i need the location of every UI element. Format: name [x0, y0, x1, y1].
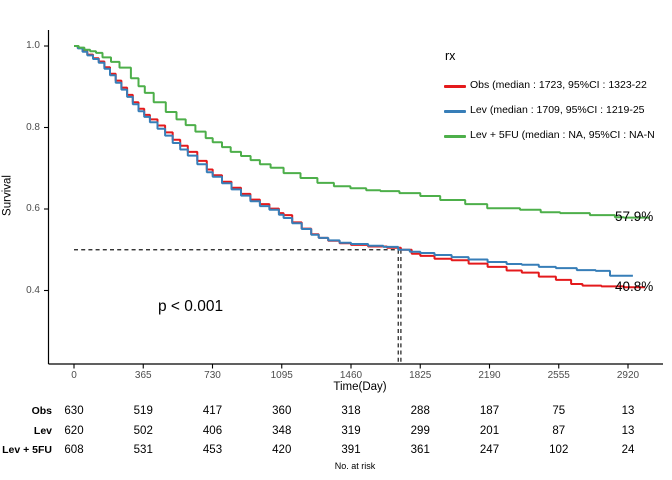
risk-row-label: Lev + 5FU	[2, 444, 52, 456]
x-tick-label: 1095	[270, 370, 293, 381]
risk-count: 531	[133, 444, 153, 456]
x-tick-label: 0	[71, 370, 77, 381]
risk-count: 13	[621, 405, 635, 417]
risk-count: 348	[272, 424, 292, 437]
risk-count: 247	[479, 444, 500, 456]
risk-table-caption: No. at risk	[334, 461, 376, 471]
y-tick-label: 0.4	[26, 284, 40, 296]
p-value-annotation: p < 0.001	[158, 298, 224, 315]
legend-key-line-lev	[444, 110, 466, 113]
x-axis-title: Time(Day)	[333, 381, 387, 393]
risk-count: 519	[133, 405, 153, 417]
risk-count: 102	[549, 444, 569, 456]
x-tick-label: 2920	[616, 370, 640, 381]
risk-count: 502	[133, 424, 153, 437]
risk-count: 299	[410, 424, 430, 437]
risk-count: 319	[341, 424, 361, 437]
risk-count: 420	[272, 444, 292, 456]
y-tick-label: 1.0	[26, 40, 40, 51]
x-tick-label: 2190	[478, 370, 501, 381]
legend-key-line-obs	[444, 85, 466, 88]
x-tick-label: 1460	[339, 370, 363, 381]
risk-count: 201	[479, 424, 500, 437]
risk-row-label: Lev	[33, 424, 52, 437]
risk-row-label: Obs	[31, 405, 52, 417]
km-curve-lev	[74, 45, 633, 277]
endpoint-label-lev5fu: 57.9%	[615, 209, 654, 224]
x-tick-label: 2555	[547, 370, 570, 381]
x-tick-label: 1825	[409, 370, 432, 381]
legend-label: Lev + 5FU (median : NA, 95%CI : NA-N	[470, 129, 655, 141]
x-tick-label: 730	[204, 370, 221, 381]
risk-count: 630	[64, 405, 84, 417]
y-tick-label: 0.6	[26, 203, 40, 214]
risk-count: 620	[64, 424, 84, 437]
legend-label: Lev (median : 1709, 95%CI : 1219-25	[470, 104, 645, 116]
y-axis-title: Survival	[1, 175, 14, 216]
risk-count: 13	[621, 424, 635, 437]
risk-count: 417	[202, 405, 223, 417]
risk-count: 360	[272, 405, 292, 417]
km-curve-lev5fu	[74, 45, 650, 219]
risk-count: 453	[202, 444, 223, 456]
risk-count: 608	[64, 444, 84, 456]
risk-count: 288	[410, 405, 430, 417]
x-tick-label: 365	[134, 370, 152, 381]
risk-count: 318	[341, 405, 361, 417]
risk-count: 75	[552, 405, 566, 417]
legend-label: Obs (median : 1723, 95%CI : 1323-22	[470, 79, 647, 91]
risk-count: 361	[410, 444, 430, 456]
risk-count: 187	[479, 405, 500, 417]
endpoint-label-obs: 40.8%	[615, 279, 654, 294]
risk-count: 24	[621, 444, 635, 456]
legend-key-line-lev5fu	[444, 135, 466, 138]
risk-count: 391	[341, 444, 361, 456]
legend-title: rx	[445, 49, 456, 63]
risk-count: 87	[552, 424, 566, 437]
y-tick-label: 0.8	[26, 121, 40, 133]
risk-count: 406	[202, 424, 223, 437]
